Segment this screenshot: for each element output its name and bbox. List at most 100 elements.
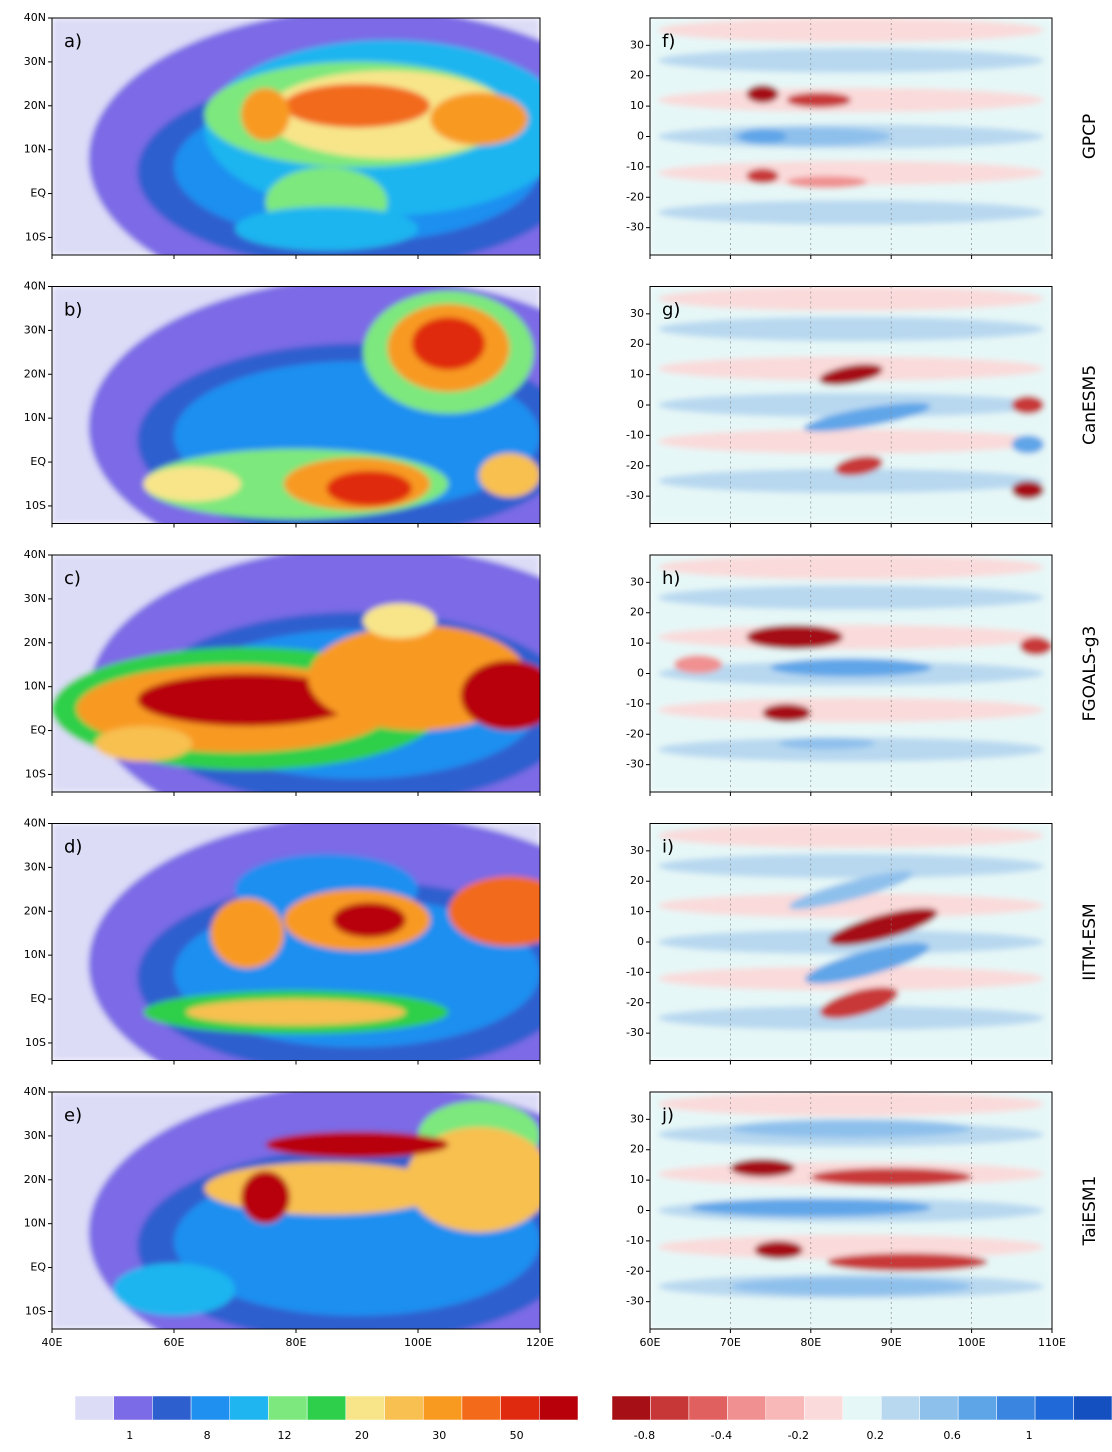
y-tick-label: -20: [626, 190, 644, 203]
field-blob: [332, 902, 406, 938]
field-band: [658, 853, 1044, 879]
colorbar-label: -0.4: [711, 1429, 732, 1442]
field-band: [658, 1092, 1044, 1117]
y-tick-label: 10: [630, 1173, 644, 1186]
field-blob: [265, 1131, 449, 1158]
field-band: [658, 823, 1044, 848]
field-blob: [363, 603, 437, 639]
model-name: IITM-ESM: [1080, 903, 1100, 980]
field-blob: [283, 83, 431, 128]
field-blob: [819, 364, 883, 386]
field-layer: [52, 18, 540, 255]
field-band: [658, 893, 1044, 918]
y-tick-label: 0: [637, 1204, 644, 1217]
y-tick-label: 0: [637, 398, 644, 411]
field-blob: [430, 92, 528, 146]
y-tick-label: -20: [626, 459, 644, 472]
field-band: [658, 1005, 1044, 1031]
y-tick-label: EQ: [30, 724, 46, 737]
field-blob: [326, 470, 412, 506]
colorbar-box: [229, 1395, 269, 1421]
y-tick-label: -10: [626, 428, 644, 441]
colorbar-box: [113, 1395, 153, 1421]
colorbar-box: [500, 1395, 540, 1421]
y-tick-label: 30N: [24, 323, 46, 336]
panel-label: g): [662, 300, 680, 321]
colorbar-box: [268, 1395, 308, 1421]
field-band: [658, 624, 1044, 650]
field-blob: [730, 1277, 972, 1296]
colorbar-label: 20: [355, 1429, 369, 1442]
colorbar-box: [765, 1395, 805, 1421]
field-layer: [650, 286, 1052, 524]
y-tick-label: -10: [626, 160, 644, 173]
hovmoller-field: [650, 18, 1052, 255]
x-tick-label: 120E: [526, 1336, 554, 1349]
field-blob: [1011, 395, 1044, 415]
field-band: [658, 555, 1044, 580]
y-tick-label: 20N: [24, 636, 46, 649]
y-tick-label: 10: [630, 99, 644, 112]
field-band: [658, 1234, 1044, 1260]
colorbar-box: [306, 1395, 347, 1421]
colorbar-label: 1: [1026, 1429, 1033, 1442]
field-blob: [786, 176, 868, 189]
y-tick-label: 10S: [25, 1304, 46, 1317]
colorbar-box: [1034, 1395, 1074, 1421]
colorbar-box: [384, 1395, 424, 1421]
colorbar-label: 0.2: [866, 1429, 884, 1442]
field-blob: [241, 88, 290, 141]
field-blob: [460, 660, 540, 731]
y-tick-label: 40N: [24, 817, 46, 830]
y-tick-label: 0: [637, 667, 644, 680]
x-tick-label: 80E: [800, 1336, 821, 1349]
x-tick-label: 60E: [164, 1336, 185, 1349]
field-blob: [674, 655, 723, 674]
field-blob: [762, 703, 811, 723]
field-blob: [448, 876, 540, 947]
field-layer: [52, 823, 540, 1061]
field-blob: [786, 92, 852, 108]
field-band: [658, 316, 1044, 342]
field-blob: [405, 1127, 540, 1233]
field-blob: [803, 402, 931, 432]
field-band: [658, 200, 1044, 225]
y-tick-label: 0: [637, 935, 644, 948]
field-blob: [730, 1158, 795, 1178]
field-band: [658, 48, 1044, 73]
field-band: [658, 286, 1044, 311]
field-layer: [650, 1092, 1052, 1329]
colorbar-box: [152, 1395, 192, 1421]
hovmoller-field: [650, 286, 1052, 524]
field-blob: [137, 673, 357, 727]
colorbar-label: 30: [432, 1429, 446, 1442]
panel-label: d): [64, 837, 82, 858]
field-blob: [411, 317, 486, 370]
field-blob: [479, 453, 540, 498]
map-field: [52, 823, 540, 1061]
field-blob: [186, 999, 406, 1026]
y-tick-label: 10S: [25, 230, 46, 243]
y-tick-label: -10: [626, 965, 644, 978]
y-tick-label: 30: [630, 844, 644, 857]
field-blob: [94, 726, 193, 762]
panel-label: i): [662, 837, 674, 858]
y-tick-label: -30: [626, 1295, 644, 1308]
field-blob: [1011, 480, 1044, 500]
field-band: [658, 585, 1044, 610]
field-blob: [746, 84, 779, 104]
y-tick-label: EQ: [30, 1261, 46, 1274]
y-tick-label: 10: [630, 636, 644, 649]
y-tick-label: 10N: [24, 411, 46, 424]
colorbar-box: [688, 1395, 728, 1421]
hovmoller-field: [650, 1092, 1052, 1329]
x-tick-label: 100E: [958, 1336, 986, 1349]
field-blob: [835, 455, 883, 476]
colorbar-box: [539, 1395, 579, 1421]
y-tick-label: 20N: [24, 99, 46, 112]
field-band: [658, 697, 1044, 723]
panel-label: c): [64, 568, 81, 589]
y-tick-label: 10S: [25, 767, 46, 780]
field-blob: [804, 942, 930, 984]
